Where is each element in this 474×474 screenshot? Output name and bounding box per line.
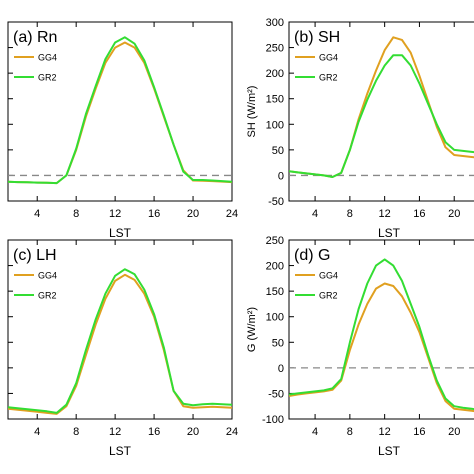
legend-label-gr2: GR2 <box>319 291 338 301</box>
y-tick-label: -50 <box>268 196 284 208</box>
x-tick-label: 4 <box>312 208 318 220</box>
y-tick-label: 250 <box>266 235 284 247</box>
series-line-gg4 <box>289 36 474 178</box>
x-tick-label: 12 <box>379 426 391 438</box>
plot-frame <box>288 21 474 202</box>
y-tick-label: 200 <box>266 68 284 80</box>
legend-label-gg4: GG4 <box>38 53 57 63</box>
series-line-gg4 <box>289 282 474 413</box>
x-tick-label: 8 <box>73 426 79 438</box>
x-tick-label: 12 <box>109 426 121 438</box>
legend-label-gg4: GG4 <box>319 271 338 281</box>
x-tick-label: 4 <box>34 426 40 438</box>
x-tick-label: 12 <box>379 208 391 220</box>
x-tick-label: 4 <box>34 208 40 220</box>
y-tick-label: -50 <box>268 388 284 400</box>
x-tick-label: 20 <box>448 208 460 220</box>
series-line-gg4 <box>8 41 232 185</box>
series-line-gr2 <box>8 36 232 185</box>
series-line-gr2 <box>8 268 232 414</box>
y-tick-label: 300 <box>266 17 284 29</box>
x-tick-label: 20 <box>187 208 199 220</box>
x-tick-label: 16 <box>148 208 160 220</box>
x-tick-label: 8 <box>73 208 79 220</box>
y-tick-label: 50 <box>272 337 284 349</box>
x-tick-label: 24 <box>226 208 238 220</box>
y-axis-label: SH (W/m²) <box>246 86 258 138</box>
x-tick-label: 4 <box>312 426 318 438</box>
chart-panel-2: 4812162024-50050100150200250300GG4GR2(b)… <box>246 17 474 240</box>
legend-label-gg4: GG4 <box>319 53 338 63</box>
panel-label: (d) G <box>294 247 330 264</box>
legend-label-gr2: GR2 <box>38 73 57 83</box>
series-line-gr2 <box>289 258 474 411</box>
legend-label-gg4: GG4 <box>38 271 57 281</box>
x-tick-label: 24 <box>226 426 238 438</box>
plot-frame <box>7 239 233 420</box>
legend-label-gr2: GR2 <box>38 291 57 301</box>
x-tick-label: 16 <box>413 208 425 220</box>
x-tick-label: 16 <box>148 426 160 438</box>
y-tick-label: 0 <box>278 170 284 182</box>
y-tick-label: 150 <box>266 94 284 106</box>
plot-frame <box>288 239 474 420</box>
x-tick-label: 8 <box>347 208 353 220</box>
series-line-gg4 <box>8 273 232 415</box>
y-tick-label: 100 <box>266 119 284 131</box>
y-tick-label: 100 <box>266 312 284 324</box>
y-tick-label: 250 <box>266 43 284 55</box>
panel-label: (a) Rn <box>13 29 57 46</box>
y-axis-label: G (W/m²) <box>246 307 258 352</box>
y-tick-label: 200 <box>266 261 284 273</box>
plot-frame <box>7 21 233 202</box>
panel-label: (c) LH <box>13 247 57 264</box>
legend-label-gr2: GR2 <box>319 73 338 83</box>
x-axis-label: LST <box>378 226 401 240</box>
x-tick-label: 16 <box>413 426 425 438</box>
x-axis-label: LST <box>109 444 132 458</box>
x-axis-label: LST <box>109 226 132 240</box>
x-tick-label: 8 <box>347 426 353 438</box>
chart-panel-3: 4 8 12 16 20 24 GG4 GR2 (c) LH LST <box>7 239 238 458</box>
series-line-gr2 <box>289 54 474 178</box>
x-tick-label: 20 <box>448 426 460 438</box>
y-tick-label: 50 <box>272 145 284 157</box>
x-tick-label: 12 <box>109 208 121 220</box>
chart-panel-1: 4 8 12 16 20 24 GG4 GR2 (a) Rn LST <box>7 21 238 240</box>
x-axis-label: LST <box>378 444 401 458</box>
y-tick-label: 150 <box>266 286 284 298</box>
x-tick-label: 20 <box>187 426 199 438</box>
chart-panel-4: 4812162024-100-50050100150200250GG4GR2(d… <box>246 235 474 458</box>
panel-label: (b) SH <box>294 29 340 46</box>
y-tick-label: 0 <box>278 363 284 375</box>
y-tick-label: -100 <box>262 414 284 426</box>
